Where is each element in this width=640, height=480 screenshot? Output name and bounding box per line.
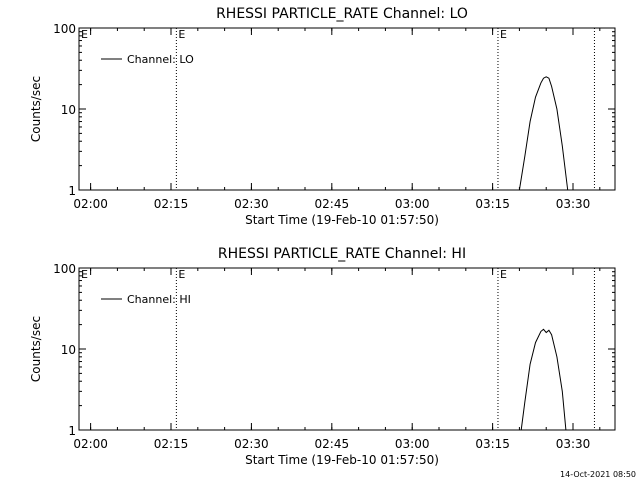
x-tick-label: 02:45: [315, 437, 350, 451]
legend-label: Channel: LO: [127, 53, 194, 66]
y-tick-label: 1: [68, 184, 76, 198]
event-marker-label: E: [500, 28, 507, 41]
y-axis-label: Counts/sec: [29, 316, 43, 382]
x-tick-label: 03:00: [395, 197, 430, 211]
event-marker-label: E: [81, 28, 88, 41]
event-marker-label: E: [500, 268, 507, 281]
x-tick-label: 03:30: [556, 437, 591, 451]
y-tick-label: 10: [61, 343, 76, 357]
x-tick-label: 02:00: [73, 437, 108, 451]
x-tick-label: 03:15: [475, 437, 510, 451]
chart-panel-1: RHESSI PARTICLE_RATE Channel: LO 02:00 02:…: [29, 6, 616, 227]
x-tick-label: 02:00: [73, 197, 108, 211]
y-axis-label: Counts/sec: [29, 76, 43, 142]
legend-label: Channel: HI: [127, 293, 191, 306]
event-marker-label: E: [178, 268, 185, 281]
y-tick-label: 100: [53, 262, 76, 276]
event-marker-label: E: [178, 28, 185, 41]
chart-title: RHESSI PARTICLE_RATE Channel: HI: [218, 246, 466, 262]
x-tick-label: 03:30: [556, 197, 591, 211]
event-marker-label: E: [81, 268, 88, 281]
x-tick-label: 03:15: [475, 197, 510, 211]
footer-timestamp: 14-Oct-2021 08:50: [560, 470, 636, 479]
series-line: [518, 76, 569, 191]
x-axis-label: Start Time (19-Feb-10 01:57:50): [245, 453, 439, 467]
x-tick-label: 02:45: [315, 197, 350, 211]
x-tick-label: 02:30: [234, 437, 269, 451]
chart-panel-2: RHESSI PARTICLE_RATE Channel: HI 02:00 02:…: [29, 246, 616, 467]
series-line: [520, 328, 567, 431]
chart-title: RHESSI PARTICLE_RATE Channel: LO: [216, 6, 468, 22]
y-tick-label: 100: [53, 22, 76, 36]
y-tick-label: 1: [68, 424, 76, 438]
x-axis-label: Start Time (19-Feb-10 01:57:50): [245, 213, 439, 227]
y-tick-label: 10: [61, 103, 76, 117]
x-tick-label: 02:30: [234, 197, 269, 211]
x-tick-label: 02:15: [154, 437, 189, 451]
x-tick-label: 02:15: [154, 197, 189, 211]
x-tick-label: 03:00: [395, 437, 430, 451]
